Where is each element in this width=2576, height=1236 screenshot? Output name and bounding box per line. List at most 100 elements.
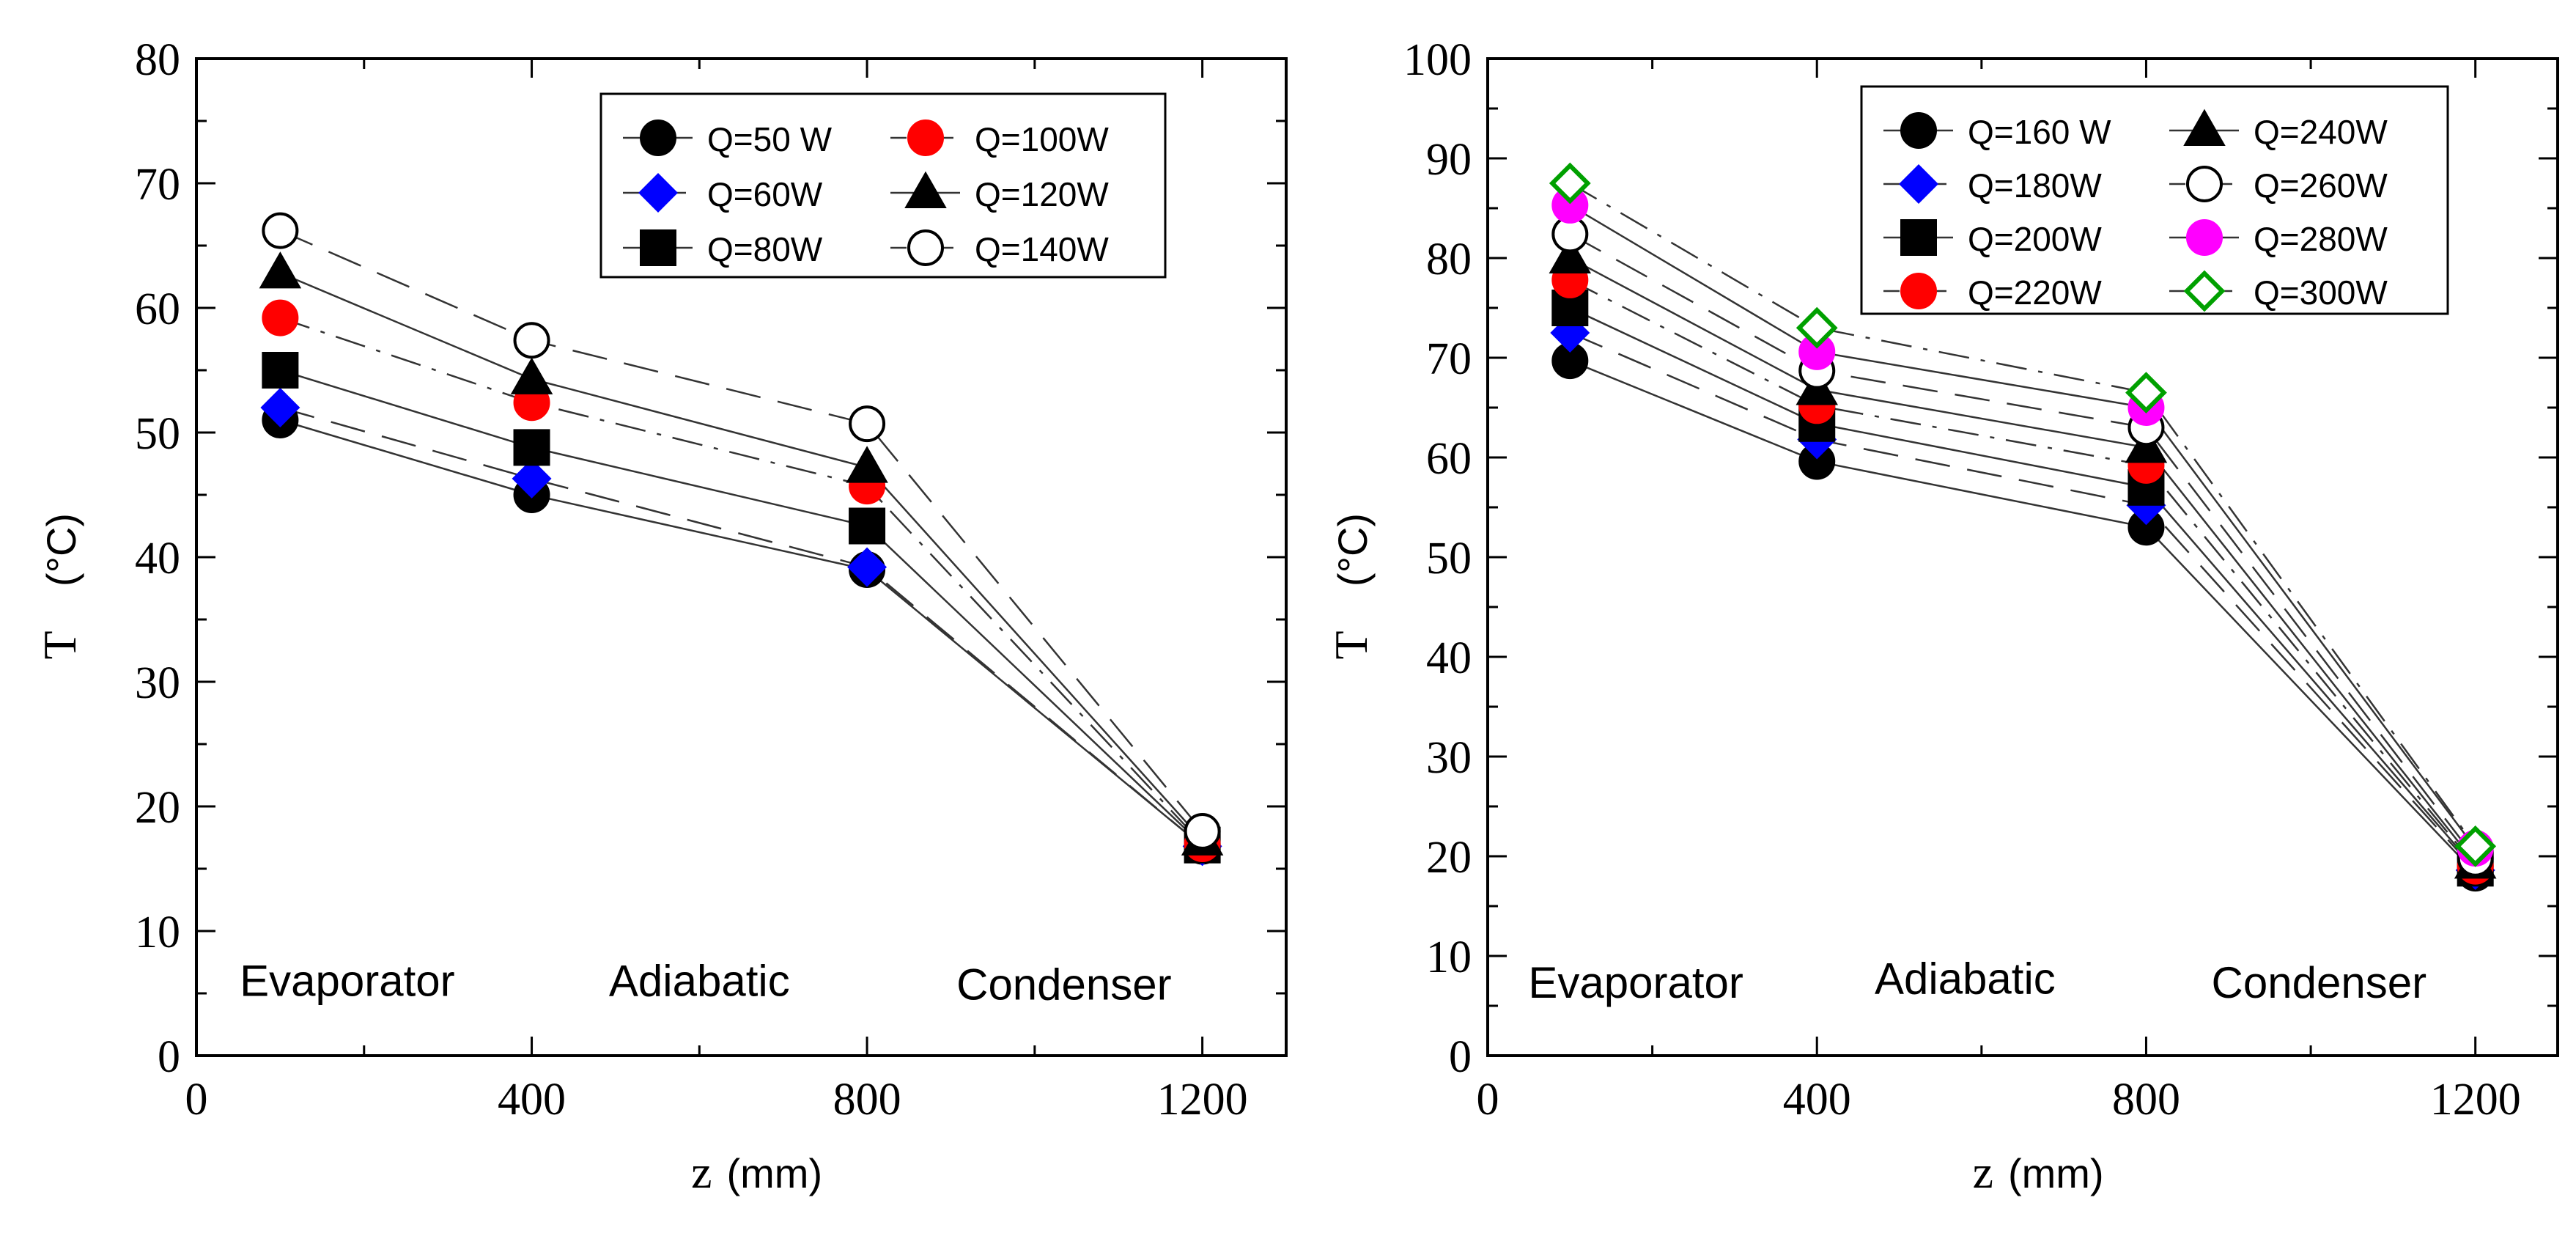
series-line xyxy=(1569,331,2476,871)
legend-label: Q=220W xyxy=(1968,273,2102,312)
legend-label: Q=300W xyxy=(2254,273,2388,312)
section-label: Adiabatic xyxy=(1875,954,2056,1004)
y-axis-label: T xyxy=(34,630,86,659)
data-point xyxy=(510,357,553,394)
y-tick-label: 20 xyxy=(135,783,180,833)
legend-marker xyxy=(907,229,944,266)
legend-label: Q=260W xyxy=(2254,166,2388,205)
data-point xyxy=(1549,162,1591,205)
legend-marker xyxy=(2186,166,2223,202)
data-point xyxy=(2125,372,2167,413)
legend-label: Q=80W xyxy=(707,230,823,268)
y-tick-label: 40 xyxy=(135,534,180,584)
y-tick-label: 70 xyxy=(1426,334,1472,384)
y-axis-unit: (°C) xyxy=(1329,513,1376,586)
series-line xyxy=(279,229,1203,832)
legend-label: Q=200W xyxy=(1968,220,2102,258)
y-tick-label: 0 xyxy=(158,1032,180,1082)
data-point xyxy=(512,458,552,499)
x-axis-unit: (mm) xyxy=(727,1150,823,1196)
legend-label: Q=280W xyxy=(2254,220,2388,258)
x-axis-label: z xyxy=(1973,1146,1993,1198)
series-line xyxy=(1569,306,2476,869)
x-tick-label: 400 xyxy=(1783,1075,1851,1125)
data-point xyxy=(847,547,887,587)
y-tick-label: 10 xyxy=(135,908,180,957)
legend-label: Q=140W xyxy=(975,230,1109,268)
y-tick-label: 100 xyxy=(1403,35,1472,85)
legend-box xyxy=(599,92,1167,279)
legend-marker xyxy=(1899,164,1938,204)
data-point xyxy=(1550,313,1590,353)
data-point xyxy=(1184,813,1221,850)
y-tick-label: 10 xyxy=(1426,932,1472,982)
x-tick-label: 800 xyxy=(2112,1075,2180,1125)
legend-label: Q=100W xyxy=(975,120,1109,158)
y-tick-label: 80 xyxy=(1426,235,1472,284)
y-tick-label: 60 xyxy=(1426,434,1472,484)
data-point xyxy=(262,352,299,389)
legend-marker xyxy=(1900,219,1937,256)
data-point xyxy=(262,212,299,249)
legend-label: Q=240W xyxy=(2254,113,2388,151)
legend-label: Q=50 W xyxy=(707,120,833,158)
x-axis-unit: (mm) xyxy=(2008,1150,2104,1196)
data-point xyxy=(849,405,886,443)
data-point xyxy=(846,446,888,483)
series-line xyxy=(1569,233,2476,859)
legend-marker xyxy=(907,119,944,156)
series-line xyxy=(280,419,1203,847)
section-label: Evaporator xyxy=(1528,958,1743,1007)
x-tick-label: 1200 xyxy=(1157,1075,1248,1125)
x-axis-label: z xyxy=(691,1146,712,1198)
y-tick-label: 70 xyxy=(135,160,180,210)
legend-marker xyxy=(640,229,676,266)
legend-marker xyxy=(1900,112,1937,149)
series-line xyxy=(279,272,1203,841)
y-tick-label: 90 xyxy=(1426,135,1472,185)
data-point xyxy=(513,429,550,466)
legend-label: Q=180W xyxy=(1968,166,2102,205)
data-point xyxy=(259,251,302,289)
data-point xyxy=(2454,825,2497,867)
series-line xyxy=(280,406,1203,847)
data-point xyxy=(1549,236,1592,273)
legend-marker xyxy=(2183,270,2226,312)
y-tick-label: 30 xyxy=(1426,733,1472,783)
y-tick-label: 20 xyxy=(1426,833,1472,883)
y-axis-unit: (°C) xyxy=(38,513,84,586)
legend: Q=50 W Q=60W Q=80W Q=100W Q=120W Q=140W xyxy=(599,92,1167,279)
y-tick-label: 50 xyxy=(135,409,180,459)
data-point xyxy=(513,322,550,359)
data-point xyxy=(849,507,886,545)
legend-marker xyxy=(904,171,947,208)
y-tick-label: 0 xyxy=(1449,1032,1472,1082)
section-label: Evaporator xyxy=(240,956,455,1005)
series-line xyxy=(1569,182,2476,847)
section-label: Adiabatic xyxy=(609,956,790,1005)
y-tick-label: 60 xyxy=(135,284,180,334)
legend: Q=160 W Q=180W Q=200W Q=220W Q=240W Q=260W Q=2… xyxy=(1860,85,2449,315)
legend-marker xyxy=(640,119,676,156)
series-line xyxy=(1569,257,2476,864)
data-point xyxy=(1796,306,1838,349)
x-tick-label: 800 xyxy=(833,1075,901,1125)
series-line xyxy=(280,369,1203,846)
y-tick-label: 30 xyxy=(135,658,180,708)
y-axis-label: T xyxy=(1325,630,1377,659)
legend-marker xyxy=(638,173,678,213)
x-tick-label: 0 xyxy=(185,1075,208,1125)
series-line xyxy=(1569,279,2476,867)
legend-label: Q=60W xyxy=(707,175,823,213)
legend-marker xyxy=(2183,108,2226,146)
series-line xyxy=(279,317,1203,845)
y-tick-label: 80 xyxy=(135,35,180,85)
legend-box xyxy=(1860,85,2449,315)
x-tick-label: 400 xyxy=(498,1075,566,1125)
series-line xyxy=(1569,204,2476,849)
section-label: Condenser xyxy=(956,960,1172,1009)
series-line xyxy=(1569,359,2476,874)
legend-label: Q=120W xyxy=(975,175,1109,213)
